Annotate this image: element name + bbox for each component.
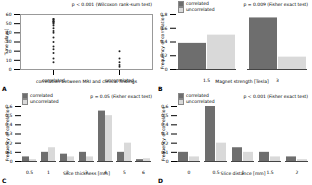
html-text:D: D	[158, 177, 163, 184]
svg-text:0: 0	[166, 159, 169, 164]
svg-text:0: 0	[188, 170, 191, 175]
html-text:uncorrelated: uncorrelated	[30, 99, 59, 105]
svg-text:Frequency of correlation: Frequency of correlation	[160, 15, 165, 70]
svg-text:Frequency of correlation: Frequency of correlation	[5, 107, 10, 162]
html-text:p < 0.001 (Wilcoxon rank-sum t: p < 0.001 (Wilcoxon rank-sum test)	[71, 2, 152, 7]
svg-text:0: 0	[10, 159, 13, 164]
html-text:correlated: correlated	[186, 1, 209, 7]
svg-text:0: 0	[165, 67, 168, 72]
html-text:p = 0.05 (Fisher exact test): p = 0.05 (Fisher exact test)	[90, 94, 152, 99]
svg-text:1: 1	[47, 170, 50, 175]
html-text:correlated: correlated	[186, 93, 209, 99]
svg-text:correlation between MRI and cl: correlation between MRI and clinical fin…	[36, 79, 138, 84]
html-text:correlated: correlated	[30, 93, 53, 99]
svg-text:60: 60	[6, 12, 12, 17]
svg-text:Slice thickness [mm]: Slice thickness [mm]	[63, 171, 110, 176]
svg-text:0.6: 0.6	[5, 103, 13, 109]
html-text:B: B	[158, 85, 163, 92]
html-text:A: A	[2, 85, 7, 92]
svg-text:10: 10	[6, 58, 12, 63]
svg-text:1.5: 1.5	[266, 170, 273, 175]
svg-text:0.6: 0.6	[161, 103, 169, 109]
svg-text:0: 0	[9, 67, 12, 72]
svg-text:3: 3	[276, 78, 279, 83]
html-text:p = 0.009 (Fisher exact test): p = 0.009 (Fisher exact test)	[243, 2, 308, 7]
svg-text:0.5: 0.5	[212, 170, 219, 175]
svg-text:6: 6	[142, 170, 145, 175]
svg-text:0.8: 0.8	[160, 11, 168, 17]
svg-text:5: 5	[123, 170, 126, 175]
svg-text:0.5: 0.5	[26, 170, 33, 175]
svg-text:Magnet strength [Tesla]: Magnet strength [Tesla]	[215, 79, 269, 84]
svg-text:Frequency of correlation: Frequency of correlation	[161, 107, 166, 162]
svg-text:50: 50	[6, 21, 12, 26]
html-text:p < 0.001 (Fisher exact test): p < 0.001 (Fisher exact test)	[243, 94, 308, 99]
html-text:uncorrelated: uncorrelated	[186, 7, 215, 13]
html-text:uncorrelated: uncorrelated	[186, 99, 215, 105]
html-text:C: C	[2, 177, 7, 184]
svg-text:1.5: 1.5	[203, 78, 210, 83]
svg-text:Time [days]: Time [days]	[4, 28, 9, 56]
svg-text:2: 2	[296, 170, 299, 175]
svg-text:Slice distance [mm]: Slice distance [mm]	[221, 171, 266, 176]
